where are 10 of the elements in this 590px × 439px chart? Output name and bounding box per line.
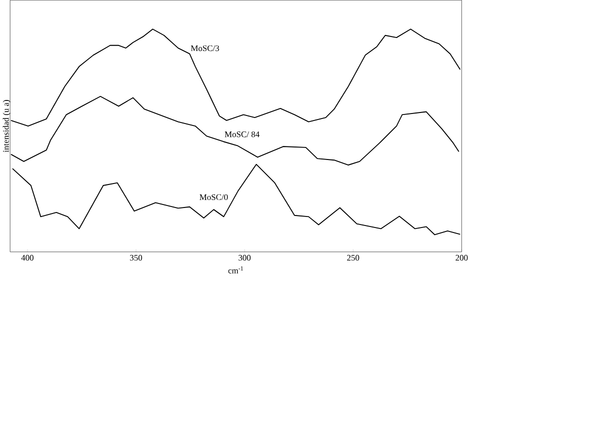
y-axis-title: intensidad (u a) <box>2 100 11 152</box>
x-tick-label: 200 <box>456 254 468 261</box>
x-tick-label: 250 <box>347 254 360 261</box>
series-label: MoSC/ 84 <box>224 131 260 138</box>
x-axis-title: cm$^{-1}$ <box>228 266 243 274</box>
x-tick-label: 300 <box>238 254 251 261</box>
series-label: MoSC/3 <box>190 45 220 52</box>
x-tick-label: 400 <box>21 254 34 261</box>
series-label: MoSC/0 <box>200 194 228 200</box>
x-tick-label: 350 <box>130 254 142 261</box>
